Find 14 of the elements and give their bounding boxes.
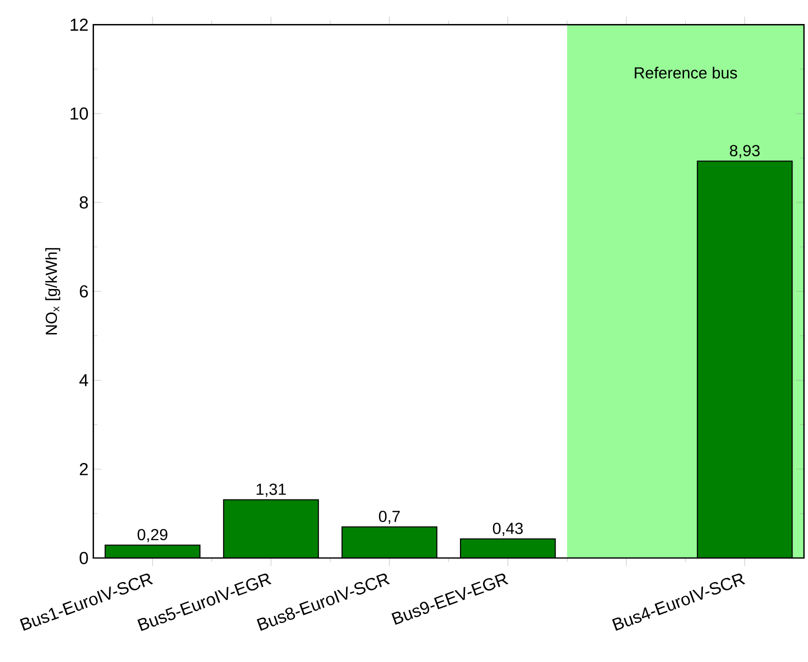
y-tick-label: 6 (80, 285, 88, 298)
annotation: Reference bus (634, 66, 737, 79)
data-label: 8,93 (730, 144, 760, 158)
data-label: 0,7 (378, 510, 400, 524)
y-tick-label: 0 (80, 552, 88, 564)
y-tick-label: 2 (80, 463, 88, 476)
data-label: 0,29 (138, 528, 168, 542)
y-axis-title: NO$_{x}$ [g/kWh] (45, 248, 60, 334)
y-tick-label: 4 (79, 374, 88, 386)
data-label: 1,31 (256, 484, 286, 497)
y-tick-label: 12 (70, 18, 88, 31)
data-label: 0,43 (492, 522, 523, 536)
y-tick-label: 10 (70, 107, 88, 120)
y-tick-label: 8 (80, 196, 88, 209)
